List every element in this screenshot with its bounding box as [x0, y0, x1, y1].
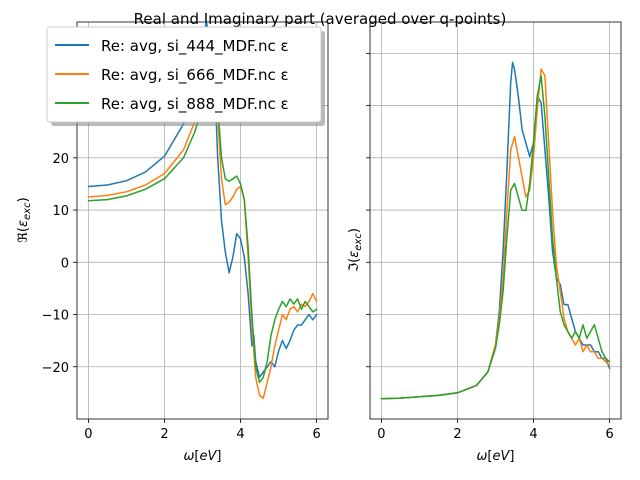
imaginary-part-x-tick-label: 0 [377, 427, 385, 442]
imaginary-part-grid [370, 22, 621, 419]
imaginary-part-x-tick-label: 4 [529, 427, 537, 442]
imaginary-part-series-line-3 [380, 75, 611, 400]
real-part-x-axis-label: ω[eV] [184, 449, 222, 464]
real-part-y-axis-label: ℜ(εexc) [16, 197, 33, 242]
imaginary-part-x-tick-label: 6 [605, 427, 613, 442]
legend: Re: avg, si_444_MDF.nc ε Re: avg, si_666… [46, 26, 325, 126]
imaginary-part-ticks: 0 2 4 6 [366, 52, 614, 442]
legend-label-si-666: Re: avg, si_666_MDF.nc ε [101, 66, 289, 85]
real-part-series-line-3 [87, 68, 318, 384]
real-part-y-tick-label: −20 [42, 361, 69, 376]
real-part-x-tick-label: 6 [312, 427, 320, 442]
real-part-frame [76, 21, 329, 420]
legend-entry: Re: avg, si_888_MDF.nc ε [55, 95, 289, 114]
real-part-y-tick-label: 20 [52, 152, 69, 167]
imaginary-part-x-tick-label: 2 [453, 427, 461, 442]
legend-box [46, 26, 322, 123]
imaginary-part-frame [369, 21, 622, 420]
imaginary-part-series-lines [380, 61, 611, 400]
legend-entry: Re: avg, si_666_MDF.nc ε [55, 66, 289, 85]
imaginary-part-subplot: 0 2 4 6 ω[eV] ℑ(εexc) [347, 21, 622, 464]
imaginary-part-y-axis-label: ℑ(εexc) [347, 228, 364, 272]
figure-suptitle: Real and Imaginary part (averaged over q… [134, 10, 507, 28]
real-part-x-tick-label: 2 [160, 427, 168, 442]
legend-entry: Re: avg, si_444_MDF.nc ε [55, 37, 289, 56]
legend-label-si-444: Re: avg, si_444_MDF.nc ε [101, 37, 289, 56]
imaginary-part-x-axis-label: ω[eV] [477, 449, 515, 464]
real-part-x-tick-label: 0 [84, 427, 92, 442]
real-part-y-tick-label: 0 [61, 256, 69, 271]
real-part-y-tick-label: 10 [52, 204, 69, 219]
real-part-y-tick-label: −10 [42, 309, 69, 324]
real-part-x-tick-label: 4 [236, 427, 244, 442]
legend-label-si-888: Re: avg, si_888_MDF.nc ε [101, 95, 289, 114]
